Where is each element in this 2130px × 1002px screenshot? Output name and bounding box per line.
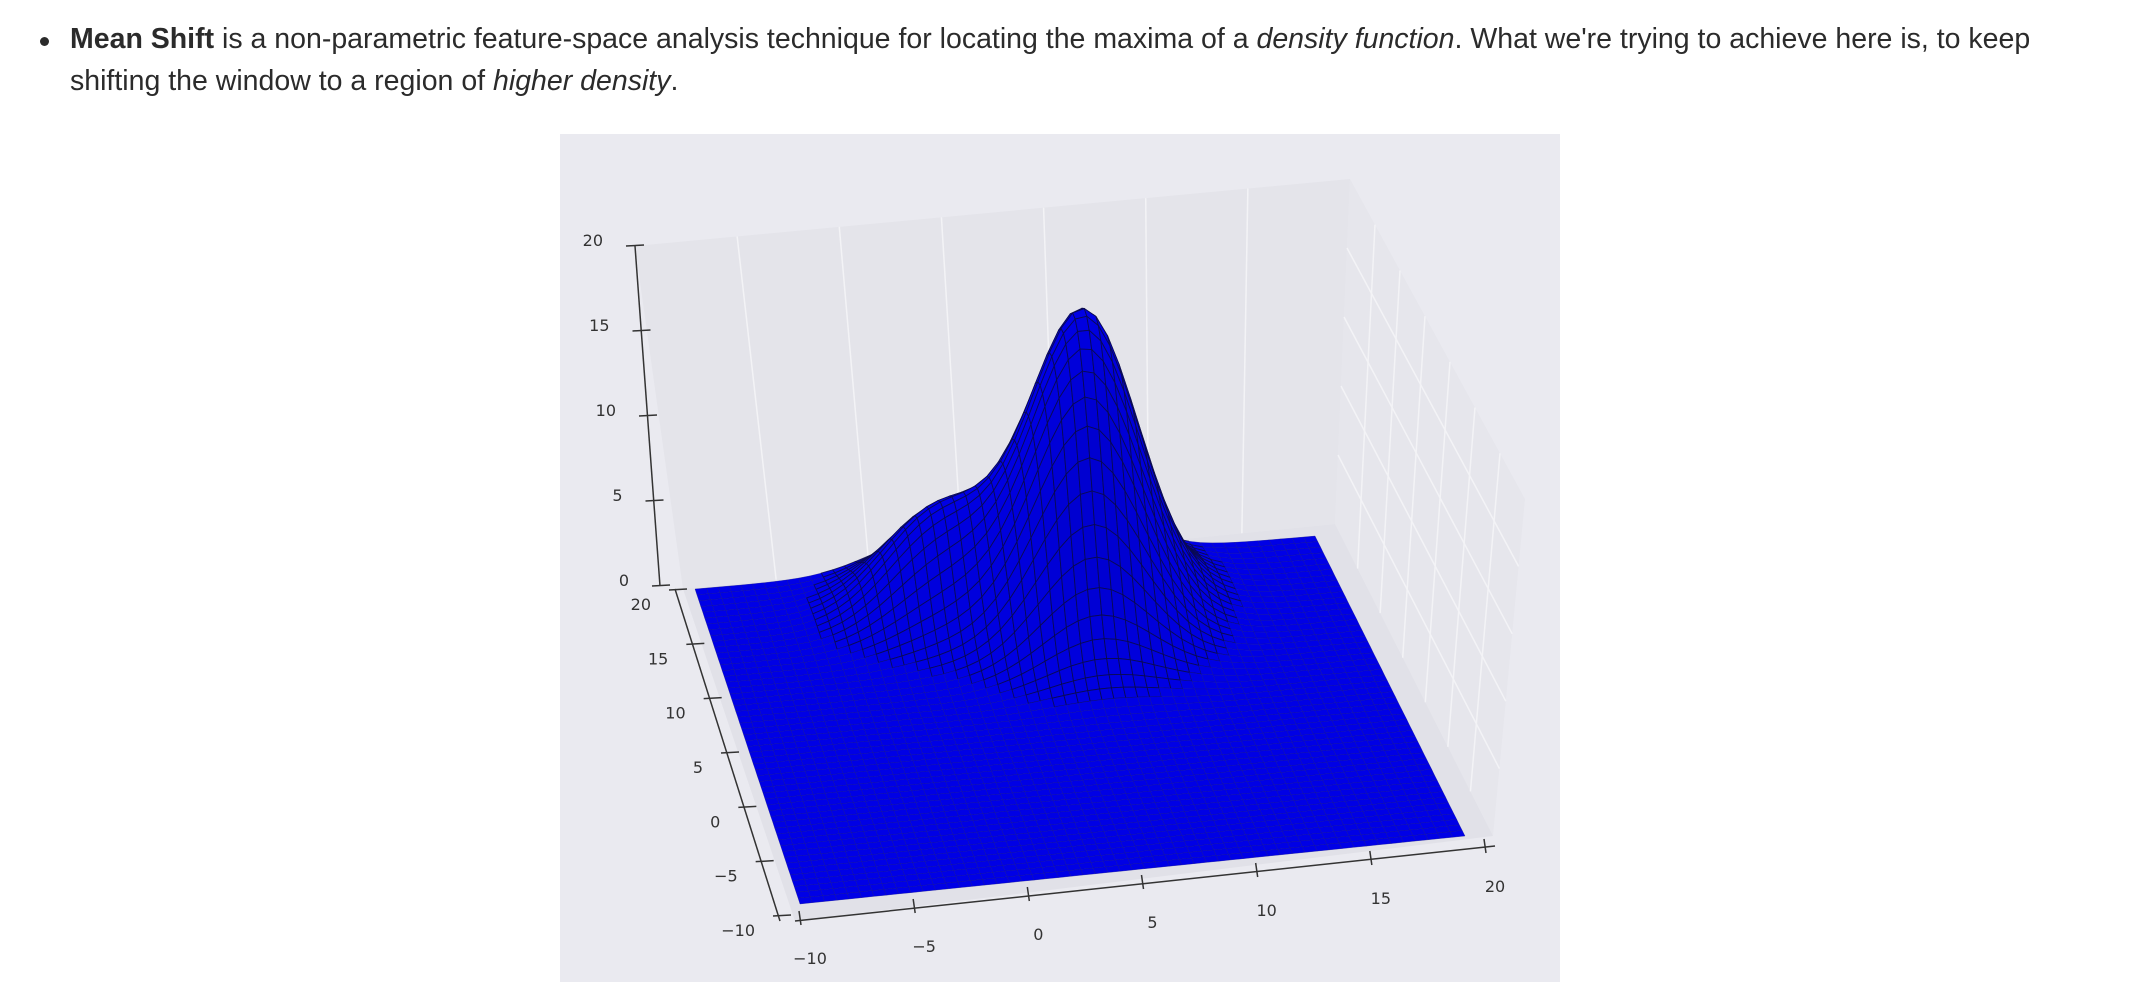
surface-cell	[969, 879, 986, 887]
x-tick-label: 5	[1147, 913, 1157, 932]
surface-cell	[896, 886, 912, 895]
y-tick	[720, 751, 740, 754]
back-pane-gridline	[1241, 188, 1249, 534]
density-surface	[694, 307, 1466, 905]
right-pane	[1335, 179, 1525, 836]
x-tick-label: 20	[1485, 877, 1505, 896]
y-tick-label: 0	[710, 812, 720, 831]
y-tick-label: 5	[693, 758, 703, 777]
surface-cell	[1006, 875, 1023, 883]
text-part-1: is a non-parametric feature-space analys…	[214, 23, 1257, 55]
surface-cell	[908, 885, 924, 893]
emphasis-higher-density: higher density	[493, 65, 671, 97]
z-tick	[651, 584, 671, 587]
surface-cell	[846, 891, 862, 900]
surface-cell	[810, 895, 825, 903]
surface-cell	[883, 887, 899, 896]
surface-plot-figure: −10 −5 0 5 10 15 20 −10 −5 0 5 10 15 20 0 5 10 15 20	[560, 134, 1560, 982]
surface-cell	[1449, 830, 1466, 838]
x-tick-label: −10	[793, 949, 827, 968]
bullet-list: Mean Shift is a non-parametric feature-s…	[0, 0, 2130, 102]
right-pane-gridline	[1356, 224, 1376, 569]
y-tick-label: 15	[648, 649, 668, 668]
y-tick-label: −10	[721, 921, 755, 940]
x-tick-label: −5	[912, 937, 936, 956]
surface-cell	[1043, 871, 1059, 880]
right-pane-gridline	[1447, 407, 1476, 747]
bullet-dot	[40, 37, 49, 46]
surface-cell	[834, 892, 850, 901]
right-pane-gridline	[1424, 361, 1451, 703]
x-tick-label: 0	[1033, 925, 1043, 944]
x-axis-line	[794, 845, 1496, 922]
surface-cell	[871, 889, 887, 897]
surface-cell	[797, 896, 813, 905]
right-pane-gridline	[1340, 385, 1507, 702]
surface-cell	[982, 877, 998, 886]
y-tick-label: −5	[714, 867, 738, 886]
x-tick-label: 10	[1256, 901, 1276, 920]
y-tick	[703, 696, 722, 700]
surface-cell	[1055, 870, 1072, 878]
surface-cell	[1031, 872, 1047, 881]
text-part-3: .	[670, 65, 679, 97]
bullet-item: Mean Shift is a non-parametric feature-s…	[0, 0, 2130, 102]
z-tick-label: 5	[612, 486, 622, 505]
z-tick	[638, 414, 658, 417]
x-tick	[1140, 874, 1145, 890]
y-tick	[686, 642, 705, 646]
back-pane-gridline	[736, 236, 777, 580]
surface-cell	[1019, 874, 1035, 882]
y-tick-label: 20	[631, 595, 651, 614]
x-tick	[912, 898, 916, 914]
z-tick-label: 0	[619, 571, 629, 590]
z-tick-label: 15	[589, 316, 609, 335]
back-pane-gridline	[838, 226, 871, 571]
term-mean-shift: Mean Shift	[70, 23, 215, 55]
text-part-2: . What we're trying to achieve here is, …	[70, 23, 2031, 97]
surface-cell	[822, 894, 838, 902]
right-pane-gridline	[1343, 316, 1513, 635]
right-pane-gridline	[1337, 454, 1501, 769]
y-tick	[755, 859, 774, 863]
surface-cell	[994, 876, 1010, 885]
y-tick	[772, 914, 792, 917]
y-tick	[738, 805, 757, 809]
y-tick	[668, 588, 688, 591]
surface-cell	[1068, 869, 1084, 877]
z-tick	[645, 499, 664, 502]
x-tick	[1254, 862, 1259, 878]
emphasis-density-function: density function	[1256, 23, 1455, 55]
right-pane-gridline	[1379, 270, 1401, 614]
surface-cell	[957, 880, 973, 888]
surface-cell	[920, 884, 936, 892]
x-tick-label: 15	[1371, 889, 1391, 908]
right-pane-gridline	[1469, 453, 1501, 792]
z-tick-label: 10	[596, 401, 616, 420]
surface-cell	[859, 890, 875, 898]
surface-cell	[932, 882, 949, 891]
right-pane-gridline	[1401, 316, 1426, 658]
back-pane	[635, 179, 1350, 589]
x-tick	[1483, 838, 1487, 854]
x-tick	[1369, 850, 1373, 866]
x-tick	[1026, 886, 1031, 902]
z-tick	[625, 244, 645, 247]
z-tick	[632, 329, 651, 332]
y-tick-label: 10	[665, 704, 685, 723]
pane-grid	[736, 188, 1520, 792]
x-tick	[798, 910, 802, 926]
surface-cell	[945, 881, 961, 890]
right-pane-gridline	[1346, 247, 1520, 567]
z-tick-label: 20	[583, 231, 603, 250]
